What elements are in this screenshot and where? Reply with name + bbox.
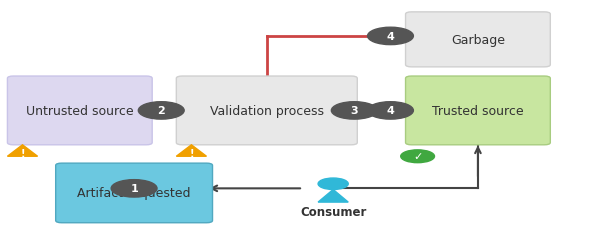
Text: Consumer: Consumer	[300, 205, 367, 218]
Circle shape	[138, 102, 184, 120]
FancyBboxPatch shape	[7, 77, 152, 145]
Text: Trusted source: Trusted source	[432, 104, 524, 117]
FancyBboxPatch shape	[176, 77, 358, 145]
Polygon shape	[176, 145, 207, 157]
Text: Garbage: Garbage	[451, 34, 505, 47]
Polygon shape	[7, 145, 38, 157]
Text: 2: 2	[158, 106, 165, 116]
Circle shape	[318, 178, 348, 190]
FancyBboxPatch shape	[405, 77, 550, 145]
Circle shape	[368, 28, 413, 46]
Polygon shape	[318, 190, 348, 202]
Text: Artifact requested: Artifact requested	[78, 187, 191, 200]
Text: ✓: ✓	[413, 152, 422, 161]
Circle shape	[401, 150, 435, 163]
Circle shape	[331, 102, 377, 120]
FancyBboxPatch shape	[405, 13, 550, 68]
Text: !: !	[20, 148, 25, 158]
Text: Validation process: Validation process	[210, 104, 324, 117]
Text: Untrusted source: Untrusted source	[26, 104, 133, 117]
Text: 4: 4	[387, 106, 395, 116]
Circle shape	[368, 102, 413, 120]
Circle shape	[111, 180, 157, 197]
Text: 1: 1	[130, 184, 138, 194]
Text: 4: 4	[387, 32, 395, 42]
Text: !: !	[189, 148, 194, 158]
FancyBboxPatch shape	[56, 163, 213, 223]
Text: 3: 3	[350, 106, 358, 116]
